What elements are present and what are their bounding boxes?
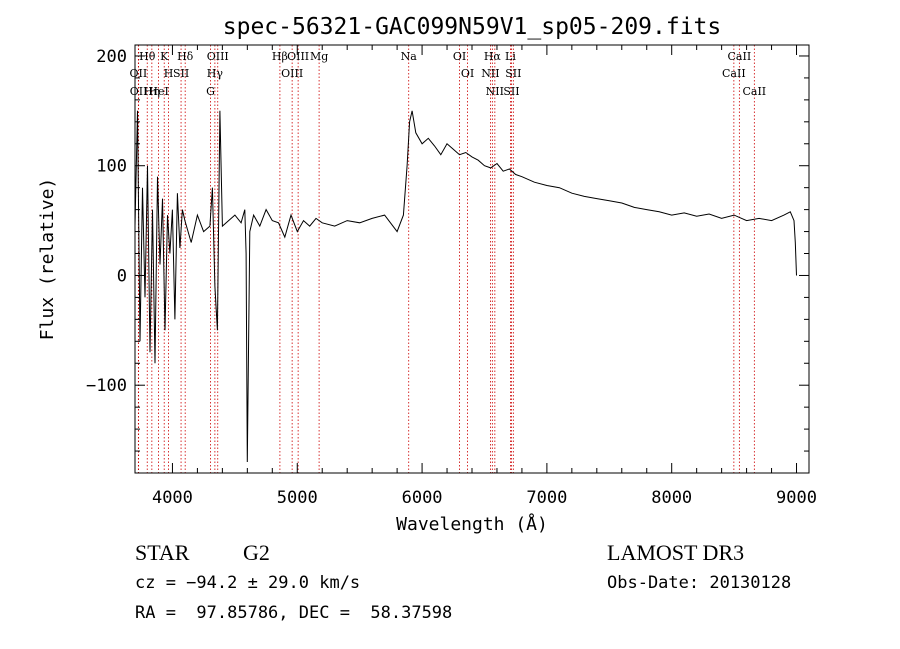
line-label: Hη [144, 85, 160, 98]
line-label: OIII [287, 50, 309, 63]
line-label: G [206, 85, 215, 98]
line-label: K [160, 50, 169, 63]
y-axis-label: Flux (relative) [37, 178, 58, 341]
line-label: H [164, 67, 174, 80]
x-tick-label: 8000 [651, 488, 692, 508]
line-label: Hδ [177, 50, 194, 63]
y-axis-ticks: −100 0 100 200 [86, 47, 809, 452]
line-label: HeI [148, 85, 168, 98]
object-class: STAR [135, 540, 190, 565]
line-label: SII [173, 67, 189, 80]
x-tick-label: 7000 [526, 488, 567, 508]
line-label: Na [401, 50, 418, 63]
line-label: CaII [742, 85, 766, 98]
line-label: OIII [207, 50, 229, 63]
chart-title: spec-56321-GAC099N59V1_sp05-209.fits [223, 14, 722, 40]
y-tick-label: 100 [96, 157, 127, 177]
line-label: NII [486, 85, 504, 98]
line-label: OIII [281, 67, 303, 80]
x-axis-label: Wavelength (Å) [396, 513, 548, 535]
y-tick-label: −100 [86, 376, 127, 396]
line-label: SII [503, 85, 519, 98]
line-label: Hγ [207, 67, 224, 80]
line-label: OII [130, 85, 148, 98]
x-tick-label: 9000 [776, 488, 817, 508]
line-label: CaII [722, 67, 746, 80]
x-axis-ticks: 4000 5000 6000 7000 8000 9000 [152, 45, 817, 508]
line-label: Li [505, 50, 516, 63]
observation-date: Obs-Date: 20130128 [607, 573, 792, 593]
line-label: OII [130, 67, 148, 80]
plot-frame [134, 44, 810, 474]
x-tick-label: 4000 [152, 488, 193, 508]
line-label: OI [461, 67, 474, 80]
y-tick-label: 0 [117, 266, 127, 286]
line-label: Mg [310, 50, 328, 63]
line-label: NII [481, 67, 499, 80]
x-tick-label: 6000 [402, 488, 443, 508]
x-tick-label: 5000 [277, 488, 318, 508]
line-label: CaII [728, 50, 752, 63]
y-tick-label: 200 [96, 47, 127, 67]
line-label: OI [453, 50, 466, 63]
object-subclass: G2 [243, 540, 270, 565]
line-label: SII [505, 67, 521, 80]
redshift-velocity: cz = −94.2 ± 29.0 km/s [135, 573, 361, 593]
ra-dec-coordinates: RA = 97.85786, DEC = 58.37598 [135, 603, 453, 623]
line-label: Hα [484, 50, 502, 63]
survey-name: LAMOST DR3 [607, 540, 745, 565]
line-label: Hβ [272, 50, 288, 63]
spectrum-line [134, 110, 797, 463]
line-markers [137, 45, 755, 473]
line-label: Hθ [139, 50, 156, 63]
